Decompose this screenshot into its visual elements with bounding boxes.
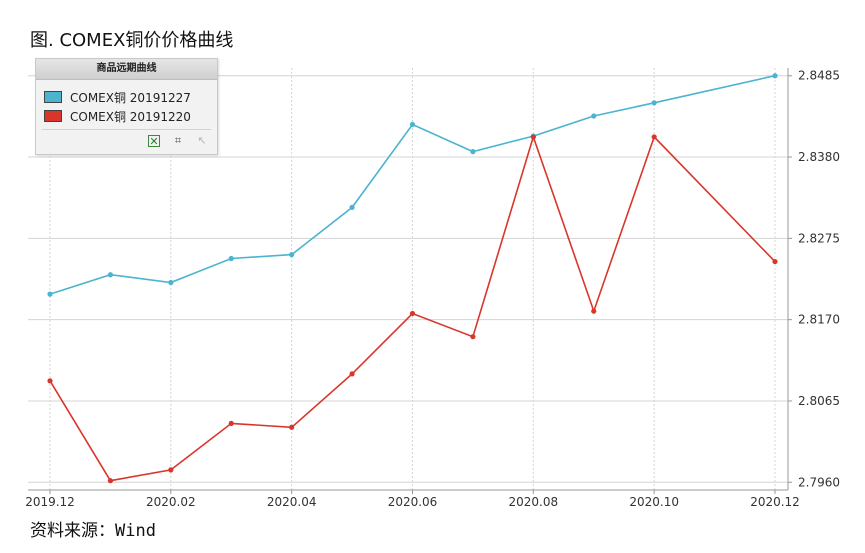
legend-label: COMEX铜 20191220	[70, 109, 191, 124]
data-point	[168, 467, 174, 473]
figure-title: 图. COMEX铜价价格曲线	[30, 30, 234, 51]
y-tick-label: 2.7960	[798, 475, 840, 489]
chart-tick-labels: 2.8485 2.8380 2.8275 2.8170 2.8065 2.7960 2019…	[25, 69, 840, 509]
legend-panel[interactable]: 商品远期曲线 COMEX铜 20191227 COMEX铜 20191220 ✕…	[35, 58, 218, 155]
legend-swatch	[44, 91, 62, 103]
y-tick-label: 2.8380	[798, 150, 840, 164]
y-tick-label: 2.8170	[798, 313, 840, 327]
legend-label: COMEX铜 20191227	[70, 90, 191, 105]
y-tick-label: 2.8065	[798, 394, 840, 408]
data-point	[349, 204, 355, 210]
data-point	[409, 121, 416, 128]
export-excel-icon[interactable]: ✕	[148, 135, 160, 148]
x-tick-label: 2020.06	[388, 495, 438, 509]
data-point	[591, 308, 597, 314]
data-point	[107, 272, 114, 278]
legend-item-series-2[interactable]: COMEX铜 20191220	[44, 108, 191, 124]
source-note: 资料来源：Wind	[30, 521, 156, 541]
data-point	[530, 134, 536, 140]
legend-swatch	[44, 110, 62, 122]
reset-icon[interactable]: ↖	[197, 134, 207, 147]
data-point	[228, 255, 234, 262]
series-line-2	[49, 134, 776, 482]
data-point	[228, 420, 234, 427]
y-tick-label: 2.8485	[798, 69, 840, 83]
data-point	[470, 149, 476, 155]
data-point	[591, 113, 597, 119]
legend-divider	[42, 129, 211, 130]
x-tick-label: 2020.04	[267, 495, 317, 509]
chart-grid	[28, 68, 788, 490]
y-tick-label: 2.8275	[798, 231, 840, 245]
data-point	[289, 252, 295, 258]
data-point	[651, 134, 657, 140]
data-point	[772, 258, 778, 265]
x-tick-label: 2020.02	[146, 495, 196, 509]
x-tick-label: 2020.08	[509, 495, 559, 509]
data-point	[289, 424, 295, 430]
x-tick-label: 2019.12	[25, 495, 75, 509]
data-point	[772, 73, 778, 79]
data-point	[349, 371, 355, 377]
data-point	[107, 478, 114, 484]
data-point	[168, 279, 174, 286]
data-point	[470, 334, 476, 340]
chart-series	[47, 73, 778, 484]
data-point	[651, 100, 657, 106]
crop-icon[interactable]: ⌗	[174, 134, 182, 147]
data-point	[47, 378, 53, 384]
data-point	[409, 310, 416, 317]
series-line-1	[49, 74, 776, 295]
legend-item-series-1[interactable]: COMEX铜 20191227	[44, 89, 191, 105]
data-point	[47, 291, 53, 297]
chart-axes	[28, 68, 792, 494]
x-tick-label: 2020.10	[629, 495, 679, 509]
legend-title: 商品远期曲线	[36, 59, 217, 80]
x-tick-label: 2020.12	[750, 495, 800, 509]
